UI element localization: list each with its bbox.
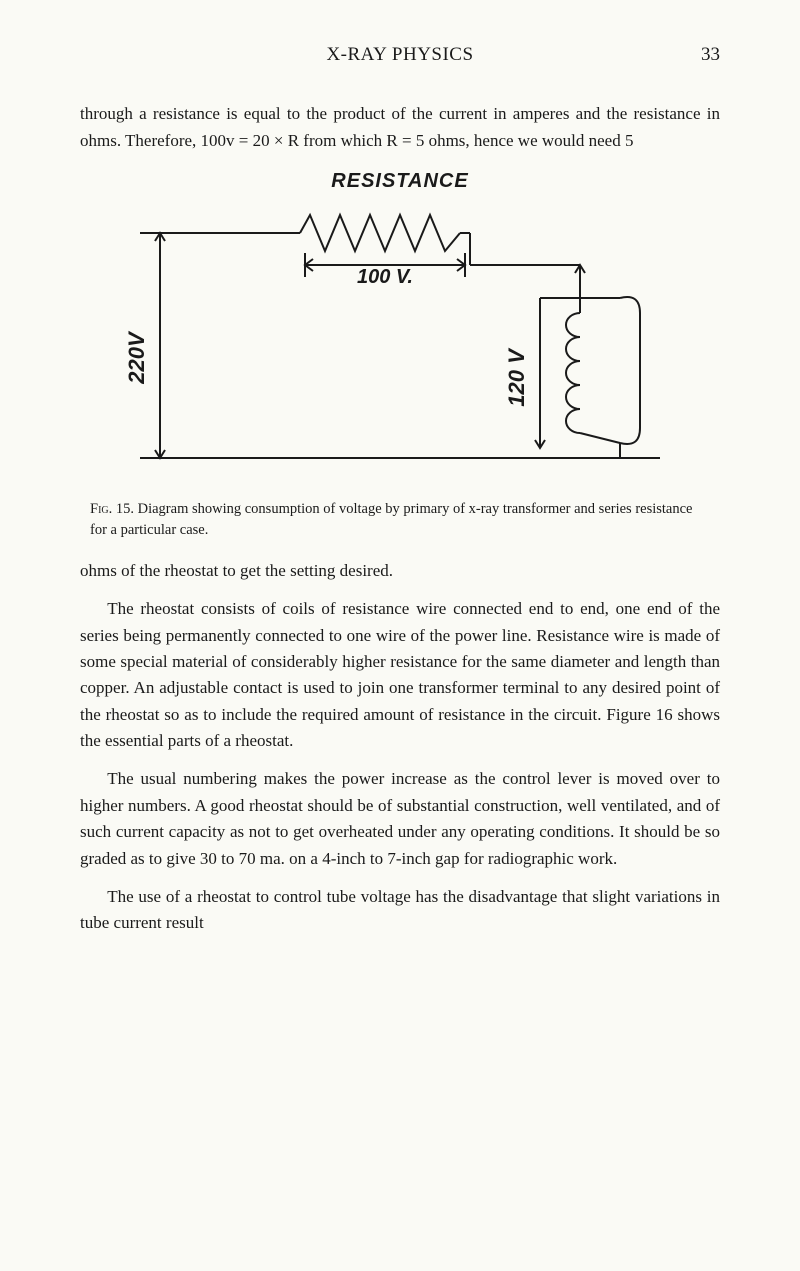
page-header: X-RAY PHYSICS 33	[80, 40, 720, 69]
figure-caption-label: Fig. 15.	[90, 501, 134, 517]
paragraph-5: The use of a rheostat to control tube vo…	[80, 884, 720, 937]
paragraph-3: The rheostat consists of coils of resist…	[80, 596, 720, 754]
circuit-diagram: 100 V. 220V 120 V	[100, 203, 700, 483]
paragraph-2: ohms of the rheostat to get the setting …	[80, 558, 720, 584]
figure-label-resistance: RESISTANCE	[80, 166, 720, 197]
circuit-figure: 100 V. 220V 120 V	[80, 203, 720, 491]
paragraph-4: The usual numbering makes the power incr…	[80, 766, 720, 871]
chapter-title: X-RAY PHYSICS	[120, 40, 680, 69]
figure-caption: Fig. 15. Diagram showing consumption of …	[80, 499, 720, 540]
left-voltage-label: 220V	[124, 330, 149, 385]
page-number: 33	[680, 40, 720, 69]
paragraph-1: through a resistance is equal to the pro…	[80, 101, 720, 154]
right-voltage-label: 120 V	[504, 347, 529, 407]
voltage-span-label: 100 V.	[357, 266, 413, 288]
figure-caption-text: Diagram showing consumption of voltage b…	[90, 501, 693, 537]
